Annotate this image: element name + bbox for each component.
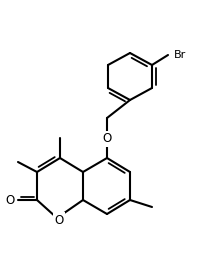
Text: O: O xyxy=(6,194,15,206)
Text: O: O xyxy=(102,132,112,145)
Text: O: O xyxy=(54,214,64,227)
Text: Br: Br xyxy=(174,50,186,60)
